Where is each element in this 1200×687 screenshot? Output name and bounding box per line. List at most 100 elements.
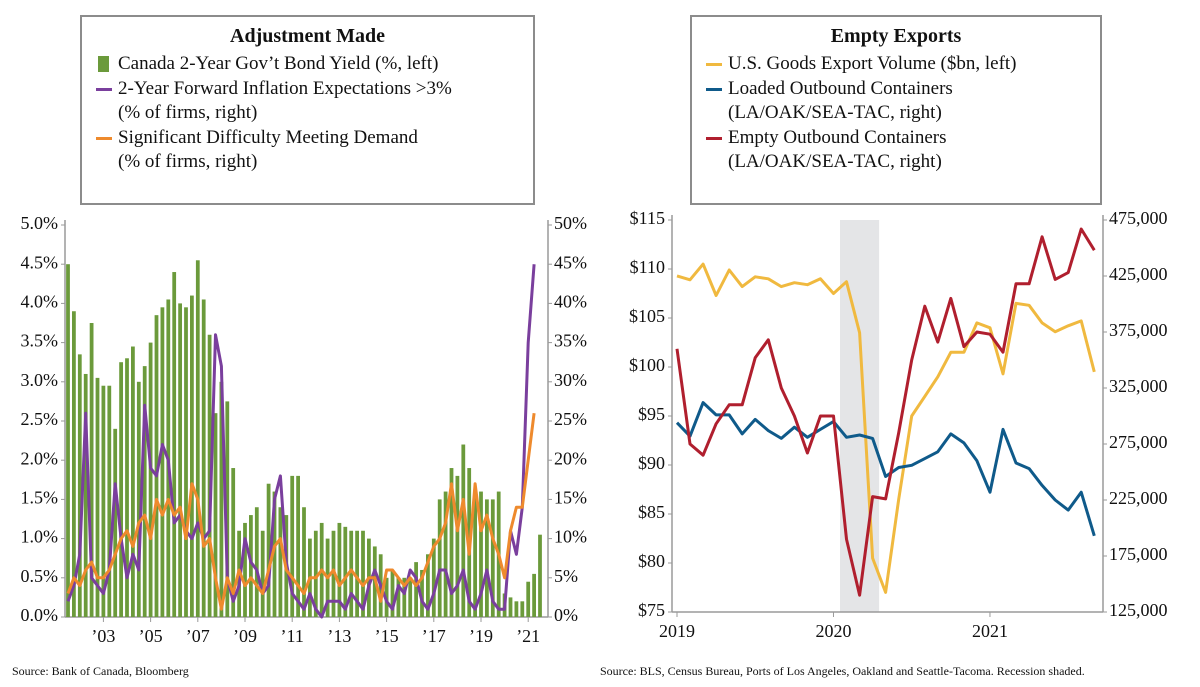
y-tick-label: $100 xyxy=(629,355,665,375)
bar xyxy=(249,515,253,617)
bar xyxy=(95,377,100,617)
y-tick-label: 5.0% xyxy=(21,213,59,233)
y2-tick-label: 325,000 xyxy=(1109,376,1168,396)
bar xyxy=(131,346,135,617)
y-tick-label: $115 xyxy=(630,208,665,228)
legend-label: Significant Difficulty Meeting Demand (%… xyxy=(118,127,418,172)
bar xyxy=(538,534,542,617)
bar xyxy=(178,303,182,617)
legend-entry: Loaded Outbound Containers (LA/OAK/SEA-T… xyxy=(704,77,1088,125)
y2-tick-label: 475,000 xyxy=(1109,208,1168,228)
bar xyxy=(490,499,495,617)
y2-tick-label: 40% xyxy=(554,292,587,312)
bar xyxy=(260,530,265,617)
y2-tick-label: 275,000 xyxy=(1109,432,1168,452)
y-tick-label: 3.5% xyxy=(21,331,59,351)
bar xyxy=(302,507,306,617)
y-tick-label: $110 xyxy=(630,257,665,277)
bar xyxy=(343,526,348,617)
y-tick-label: $95 xyxy=(638,404,665,424)
x-tick-label: 2020 xyxy=(815,621,851,641)
bar xyxy=(402,577,407,617)
y-tick-label: $105 xyxy=(629,306,665,326)
series-line xyxy=(66,264,536,619)
bar xyxy=(207,334,212,617)
y-tick-label: 1.5% xyxy=(21,488,59,508)
legend-label: Loaded Outbound Containers (LA/OAK/SEA-T… xyxy=(728,78,953,123)
legend-entry: 2-Year Forward Inflation Expectations >3… xyxy=(94,77,521,125)
chart-title: Empty Exports xyxy=(830,25,962,47)
y-tick-label: 1.0% xyxy=(21,527,59,547)
bar xyxy=(72,311,76,617)
y-tick-label: $85 xyxy=(638,502,665,522)
bar xyxy=(213,413,218,617)
y2-tick-label: 10% xyxy=(554,527,587,547)
y2-tick-label: 5% xyxy=(554,566,578,586)
legend: Empty Exports U.S. Goods Export Volume ($… xyxy=(690,15,1102,205)
bar xyxy=(254,507,259,617)
bar xyxy=(201,299,206,617)
y-tick-label: 4.0% xyxy=(21,292,59,312)
x-tick-label: ’11 xyxy=(281,626,304,646)
y-tick-label: 0.0% xyxy=(21,605,59,625)
y-tick-label: $80 xyxy=(638,551,665,571)
y-tick-label: 2.5% xyxy=(21,409,59,429)
bar xyxy=(349,530,354,617)
y2-tick-label: 30% xyxy=(554,370,587,390)
series-line xyxy=(676,262,1096,594)
y2-tick-label: 50% xyxy=(554,213,587,233)
y-tick-label: 0.5% xyxy=(21,566,59,586)
y2-tick-label: 25% xyxy=(554,409,587,429)
legend-label: Empty Outbound Containers (LA/OAK/SEA-TA… xyxy=(728,127,947,172)
bar xyxy=(296,475,300,617)
y2-tick-label: 20% xyxy=(554,448,587,468)
y-tick-label: 3.0% xyxy=(21,370,59,390)
legend-entry: Canada 2-Year Gov’t Bond Yield (%, left) xyxy=(94,52,521,76)
bar xyxy=(337,522,342,617)
series-line xyxy=(675,401,1096,537)
y2-tick-label: 375,000 xyxy=(1109,320,1168,340)
legend-marker xyxy=(704,77,724,101)
y2-tick-label: 35% xyxy=(554,331,587,351)
bar xyxy=(77,354,82,617)
bar xyxy=(101,385,106,617)
bar xyxy=(355,530,359,617)
bar xyxy=(361,530,365,617)
chart-title: Adjustment Made xyxy=(230,25,385,47)
legend-label: Canada 2-Year Gov’t Bond Yield (%, left) xyxy=(118,53,439,74)
y-tick-label: $90 xyxy=(638,453,665,473)
x-tick-label: ’19 xyxy=(469,626,493,646)
bar xyxy=(83,373,88,617)
x-tick-label: ’13 xyxy=(327,626,351,646)
bar xyxy=(113,428,118,617)
bar xyxy=(431,538,436,617)
bar xyxy=(390,569,395,617)
legend-label: 2-Year Forward Inflation Expectations >3… xyxy=(118,78,452,123)
y-tick-label: 2.0% xyxy=(21,448,59,468)
bar xyxy=(479,491,483,617)
x-tick-label: ’05 xyxy=(139,626,163,646)
bar xyxy=(426,554,430,617)
bar xyxy=(160,307,165,617)
legend-entry: U.S. Goods Export Volume ($bn, left) xyxy=(704,52,1088,76)
bar xyxy=(461,444,466,617)
bar xyxy=(485,499,489,617)
y2-tick-label: 125,000 xyxy=(1109,600,1168,620)
bar xyxy=(66,264,70,617)
bar xyxy=(231,468,236,617)
y2-tick-label: 425,000 xyxy=(1109,264,1168,284)
x-tick-label: 2021 xyxy=(972,621,1008,641)
bar xyxy=(414,562,418,617)
bar xyxy=(125,358,129,617)
bar xyxy=(408,577,413,617)
bar xyxy=(190,295,194,617)
x-tick-label: ’03 xyxy=(91,626,115,646)
y2-tick-label: 225,000 xyxy=(1109,488,1168,508)
y2-tick-label: 0% xyxy=(554,605,578,625)
bar xyxy=(219,381,224,617)
bar xyxy=(420,569,424,617)
legend-marker xyxy=(94,52,114,76)
bar xyxy=(119,362,123,617)
